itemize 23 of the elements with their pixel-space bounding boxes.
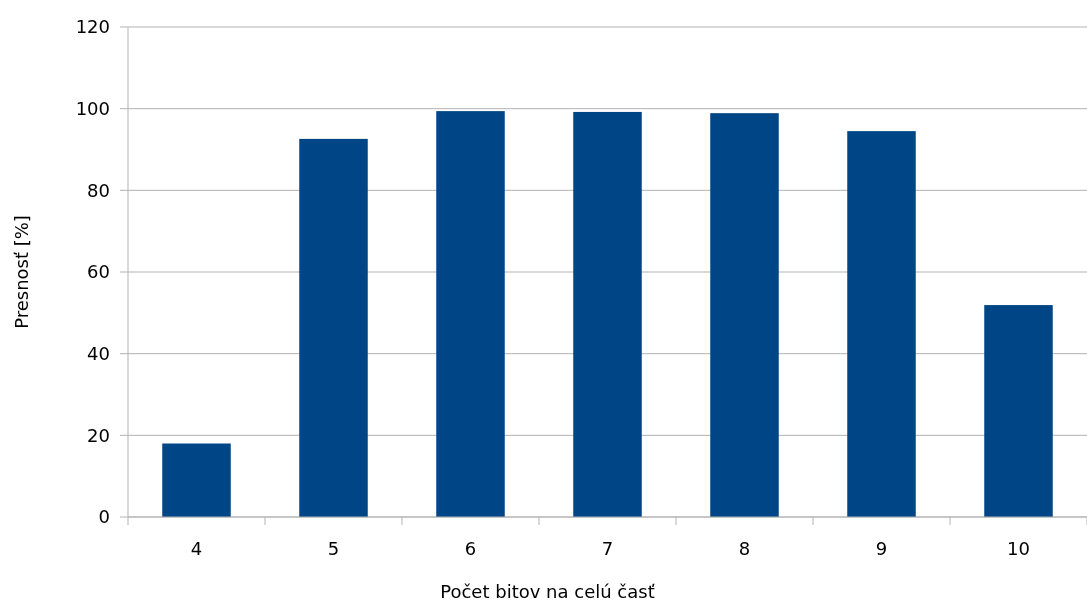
- y-tick-label: 100: [75, 97, 110, 119]
- y-tick-label: 20: [87, 424, 110, 446]
- bar: [710, 113, 779, 517]
- bar: [299, 138, 368, 517]
- y-tick-label: 40: [87, 342, 110, 364]
- y-tick-label: 60: [87, 261, 110, 283]
- y-axis-title: Presnosť [%]: [11, 215, 32, 329]
- bar: [436, 111, 505, 517]
- bar: [162, 443, 231, 517]
- x-tick-label: 7: [601, 538, 614, 559]
- x-tick-label: 8: [738, 538, 751, 559]
- x-tick-label: 5: [327, 538, 340, 559]
- x-axis-title: Počet bitov na celú časť: [440, 581, 655, 602]
- x-tick-label: 4: [190, 538, 203, 559]
- x-tick-label: 10: [1007, 538, 1030, 559]
- x-tick-label: 6: [464, 538, 477, 559]
- y-tick-label: 0: [98, 506, 110, 528]
- y-tick-label: 120: [75, 16, 110, 38]
- bar: [984, 305, 1053, 517]
- bar: [573, 111, 642, 517]
- y-tick-label: 80: [87, 179, 110, 201]
- x-tick-label: 9: [875, 538, 888, 559]
- bar: [847, 131, 916, 517]
